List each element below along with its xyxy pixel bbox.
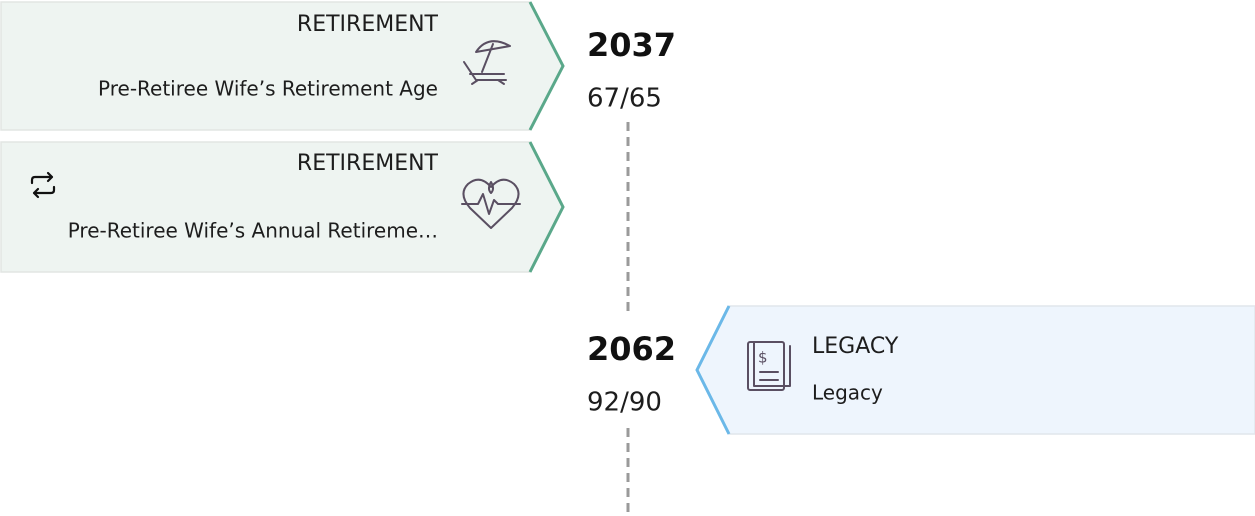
card-background	[0, 1, 564, 131]
card-background	[696, 305, 1255, 435]
event-card[interactable]: RETIREMENT Pre-Retiree Wife’s Annual Ret…	[0, 141, 565, 273]
event-card[interactable]: RETIREMENT Pre-Retiree Wife’s Retirement…	[0, 1, 565, 131]
event-ages: 92/90	[587, 388, 662, 418]
card-category: RETIREMENT	[297, 12, 439, 37]
heart-icon	[461, 178, 521, 229]
card-category: RETIREMENT	[297, 151, 439, 176]
event-year: 2062	[587, 330, 676, 368]
card-label: Pre-Retiree Wife’s Retirement Age	[98, 77, 438, 101]
card-label: Legacy	[812, 381, 883, 405]
card-chevron	[528, 141, 565, 273]
beach-chair-icon	[463, 40, 511, 85]
card-label: Pre-Retiree Wife’s Annual Retireme…	[68, 219, 438, 243]
card-background	[0, 141, 564, 273]
document-icon: $	[747, 341, 791, 391]
card-category: LEGACY	[812, 334, 899, 359]
card-chevron	[695, 305, 731, 435]
recurring-icon	[30, 171, 56, 199]
event-year: 2037	[587, 26, 676, 64]
dollar-sign: $	[758, 349, 768, 367]
event-card[interactable]: $ LEGACY Legacy	[695, 305, 1255, 435]
event-ages: 67/65	[587, 84, 662, 114]
card-chevron	[528, 1, 565, 131]
